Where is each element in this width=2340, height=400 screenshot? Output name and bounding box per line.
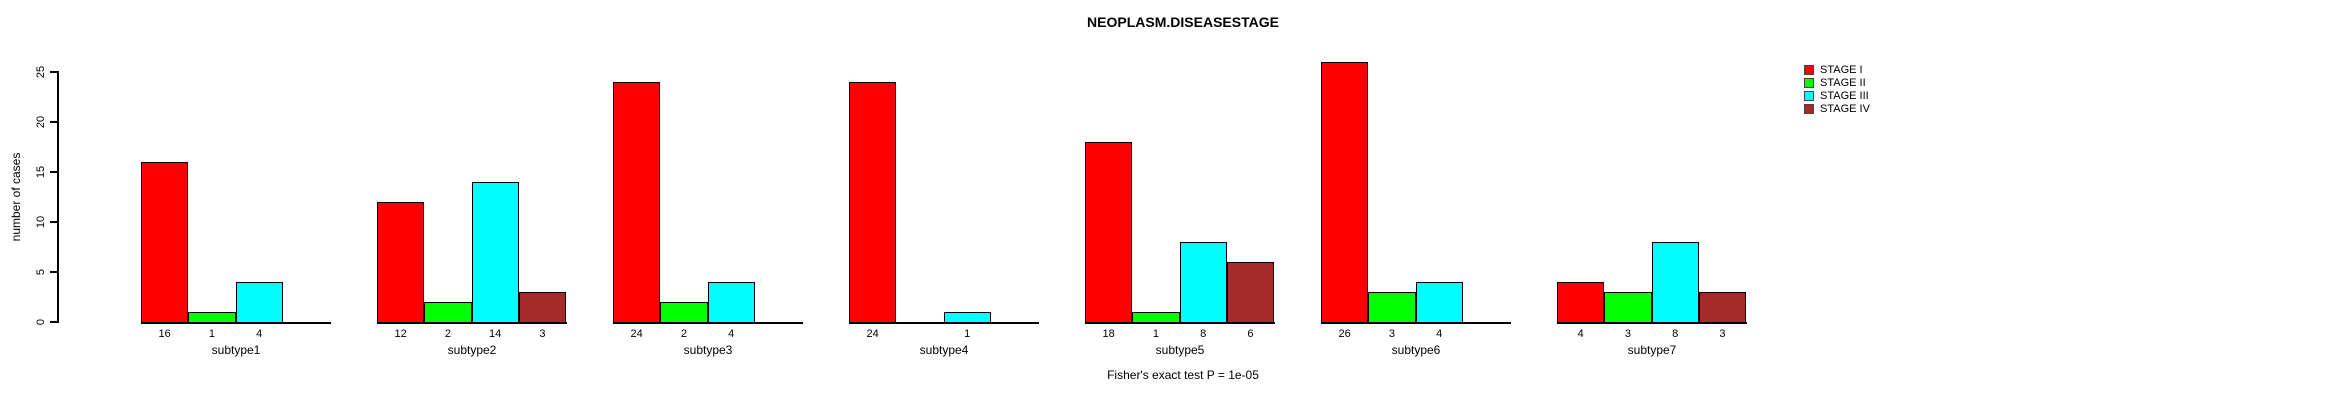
category-label-subtype1: subtype1: [211, 343, 261, 357]
bar-group-baseline-subtype5: [1085, 62, 1275, 324]
legend-label: STAGE I: [1820, 63, 1863, 76]
y-axis-tick-label-5: 5: [35, 268, 47, 276]
bar-value-label: 12: [394, 328, 407, 340]
y-axis-line: [57, 71, 59, 323]
bar-value-label: 4: [1436, 328, 1443, 340]
bar-group-subtype1: 16 1 4 subtype1: [141, 62, 331, 362]
bar-subtype2-stage-iii: [471, 182, 519, 322]
legend-label: STAGE III: [1820, 89, 1869, 102]
bar-value-label: 14: [489, 328, 502, 340]
bar-value-label: 16: [158, 328, 171, 340]
legend-swatch-icon: [1804, 103, 1814, 114]
bar-subtype6-stage-ii: [1368, 292, 1416, 322]
bar-subtype3-stage-i: [613, 82, 661, 322]
bar-subtype6-stage-iii: [1415, 282, 1463, 322]
y-axis-tick-25: [50, 71, 58, 73]
bar-value-label: 6: [1247, 328, 1254, 340]
bar-value-label: 3: [1388, 328, 1395, 340]
bar-subtype1-stage-iii: [235, 282, 283, 322]
y-axis-tick-15: [50, 171, 58, 173]
bar-value-label: 3: [1624, 328, 1631, 340]
bar-subtype2-stage-i: [377, 202, 425, 322]
y-axis-tick-20: [50, 121, 58, 123]
bar-subtype6-stage-i: [1321, 62, 1369, 322]
bar-subtype1-stage-i: [141, 162, 189, 322]
bar-group-baseline-subtype7: [1557, 62, 1747, 324]
y-axis-title: number of cases: [9, 152, 23, 242]
bar-value-label: 3: [1719, 328, 1726, 340]
bar-subtype7-stage-i: [1557, 282, 1605, 322]
bar-group-baseline-subtype3: [613, 62, 803, 324]
y-axis-tick-label-0: 0: [35, 318, 47, 326]
chart-title: NEOPLASM.DISEASESTAGE: [1087, 14, 1279, 30]
category-label-subtype7: subtype7: [1627, 343, 1677, 357]
bar-subtype5-stage-i: [1085, 142, 1133, 322]
bar-value-label: 1: [1152, 328, 1159, 340]
bar-group-baseline-subtype6: [1321, 62, 1511, 324]
legend-row-stage-iii: STAGE III: [1804, 89, 1870, 102]
category-label-subtype3: subtype3: [683, 343, 733, 357]
bar-group-subtype4: 24 1 subtype4: [849, 62, 1039, 362]
bar-value-label: 8: [1200, 328, 1207, 340]
bar-group-subtype3: 24 2 4 subtype3: [613, 62, 803, 362]
legend-swatch-icon: [1804, 77, 1814, 88]
bar-value-label: 1: [964, 328, 971, 340]
legend-swatch-icon: [1804, 64, 1814, 75]
bar-group-subtype6: 26 3 4 subtype6: [1321, 62, 1511, 362]
bar-subtype4-stage-iii: [943, 312, 991, 322]
bar-subtype7-stage-ii: [1604, 292, 1652, 322]
legend-row-stage-ii: STAGE II: [1804, 76, 1870, 89]
bar-subtype3-stage-iii: [707, 282, 755, 322]
bar-subtype2-stage-ii: [424, 302, 472, 322]
bar-subtype2-stage-iv: [518, 292, 566, 322]
bar-group-baseline-subtype1: [141, 62, 331, 324]
bar-value-label: 4: [1577, 328, 1584, 340]
bar-value-label: 8: [1672, 328, 1679, 340]
category-label-subtype6: subtype6: [1391, 343, 1441, 357]
fisher-test-caption: Fisher's exact test P = 1e-05: [1107, 368, 1259, 382]
bar-value-label: 18: [1102, 328, 1115, 340]
y-axis-tick-label-15: 15: [35, 165, 47, 179]
bar-subtype5-stage-iv: [1226, 262, 1274, 322]
bar-subtype7-stage-iii: [1651, 242, 1699, 322]
bar-value-label: 4: [256, 328, 263, 340]
bar-subtype7-stage-iv: [1698, 292, 1746, 322]
bar-value-label: 26: [1338, 328, 1351, 340]
bar-value-label: 3: [539, 328, 546, 340]
y-axis-tick-0: [50, 321, 58, 323]
bar-value-label: 2: [680, 328, 687, 340]
bar-subtype3-stage-ii: [660, 302, 708, 322]
category-label-subtype5: subtype5: [1155, 343, 1205, 357]
bar-group-baseline-subtype2: [377, 62, 567, 324]
bar-subtype4-stage-i: [849, 82, 897, 322]
legend-row-stage-iv: STAGE IV: [1804, 102, 1870, 115]
y-axis-tick-5: [50, 271, 58, 273]
legend-label: STAGE IV: [1820, 102, 1870, 115]
bar-subtype1-stage-ii: [188, 312, 236, 322]
legend: STAGE I STAGE II STAGE III STAGE IV: [1804, 63, 1870, 115]
bar-subtype5-stage-ii: [1132, 312, 1180, 322]
bar-group-subtype5: 18 1 8 6 subtype5: [1085, 62, 1275, 362]
bar-group-baseline-subtype4: [849, 62, 1039, 324]
bar-value-label: 1: [208, 328, 215, 340]
bar-value-label: 24: [866, 328, 879, 340]
category-label-subtype2: subtype2: [447, 343, 497, 357]
category-label-subtype4: subtype4: [919, 343, 969, 357]
y-axis-tick-10: [50, 221, 58, 223]
bar-value-label: 24: [630, 328, 643, 340]
bar-group-subtype7: 4 3 8 3 subtype7: [1557, 62, 1747, 362]
y-axis-tick-label-10: 10: [35, 215, 47, 229]
bar-subtype5-stage-iii: [1179, 242, 1227, 322]
legend-row-stage-i: STAGE I: [1804, 63, 1870, 76]
bar-group-subtype2: 12 2 14 3 subtype2: [377, 62, 567, 362]
legend-swatch-icon: [1804, 90, 1814, 101]
y-axis-tick-label-20: 20: [35, 115, 47, 129]
legend-label: STAGE II: [1820, 76, 1866, 89]
bar-value-label: 4: [728, 328, 735, 340]
y-axis-tick-label-25: 25: [35, 65, 47, 79]
bar-value-label: 2: [444, 328, 451, 340]
